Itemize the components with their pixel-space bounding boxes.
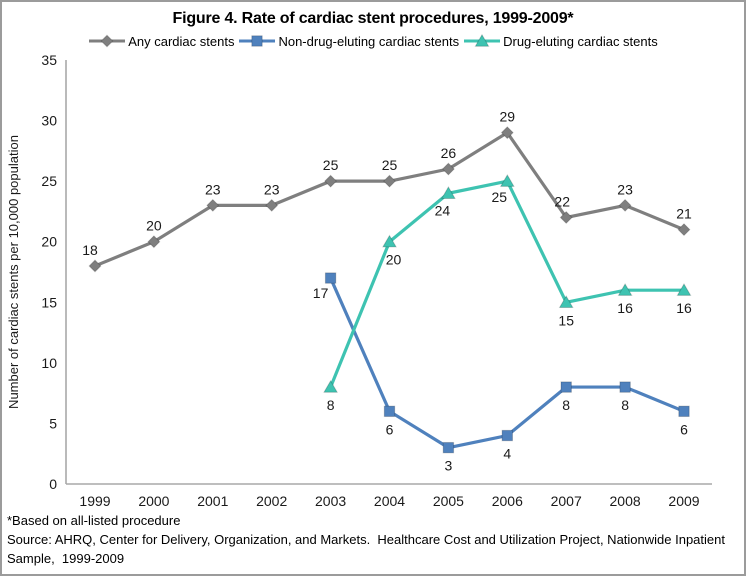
figure-title: Figure 4. Rate of cardiac stent procedur… (172, 10, 574, 27)
legend-diamond-icon (89, 34, 126, 48)
data-point-marker (559, 210, 573, 224)
data-point-marker (324, 174, 338, 188)
data-point-marker (147, 235, 161, 249)
data-point-marker (678, 405, 690, 418)
x-tick-label: 1999 (79, 493, 110, 509)
data-point-marker (100, 34, 114, 48)
series-drug-eluting-cardiac-stents: 8 20 24 25 15 16 16 (323, 173, 692, 413)
data-point-label: 20 (146, 218, 162, 234)
data-point-label: 23 (264, 181, 280, 197)
y-tick-label: 10 (41, 355, 57, 371)
data-point-marker (323, 379, 339, 393)
y-axis-ticks: 0 5 10 15 20 25 30 35 (41, 53, 57, 492)
x-tick-label: 2000 (138, 493, 169, 509)
data-point-label: 6 (386, 421, 394, 437)
x-axis-ticks: 1999 2000 2001 2002 2003 2004 2005 2006 2007 2008… (79, 493, 699, 509)
data-point-label: 21 (676, 206, 692, 222)
y-tick-label: 15 (41, 294, 57, 310)
data-point-label: 25 (382, 157, 398, 173)
data-point-marker (501, 429, 514, 442)
data-point-label: 18 (82, 242, 98, 258)
data-point-marker (206, 198, 220, 212)
data-point-label: 23 (617, 181, 633, 197)
data-point-label: 3 (445, 458, 453, 474)
y-tick-label: 30 (41, 113, 57, 129)
legend-triangle-icon (464, 34, 501, 47)
series-any-cardiac-stents: 18 20 23 23 25 25 26 29 22 23 21 (82, 109, 692, 273)
data-point-marker (619, 381, 631, 393)
data-point-label: 22 (554, 193, 570, 209)
y-tick-label: 25 (41, 173, 57, 189)
footnotes: *Based on all-listed procedure Source: A… (2, 511, 744, 568)
series-line (329, 179, 684, 388)
x-tick-label: 2007 (551, 493, 582, 509)
legend-label: Any cardiac stents (128, 33, 235, 49)
y-tick-label: 0 (49, 476, 57, 492)
legend-item: Any cardiac stents (88, 34, 234, 49)
data-point-marker (442, 441, 455, 454)
data-point-label: 24 (435, 202, 451, 218)
data-point-label: 20 (386, 252, 402, 268)
x-tick-label: 2002 (256, 493, 287, 509)
data-point-label: 8 (562, 397, 570, 413)
legend-item: Non-drug-eluting cardiac stents (238, 34, 459, 49)
legend-item: Drug-eluting cardiac stents (463, 34, 658, 49)
data-point-label: 25 (492, 189, 508, 205)
series-non-drug-eluting-cardiac-stents: 17 6 3 4 8 8 6 (313, 272, 690, 474)
data-point-label: 8 (327, 397, 335, 413)
data-point-label: 26 (441, 145, 457, 161)
chart-legend: Any cardiac stents Non-drug-eluting cardi… (2, 29, 744, 53)
x-tick-label: 2003 (315, 493, 346, 509)
data-point-label: 29 (500, 109, 516, 125)
y-tick-label: 35 (41, 53, 57, 68)
data-point-marker (677, 223, 691, 237)
data-point-marker (499, 173, 515, 187)
data-point-marker (382, 234, 397, 248)
data-point-marker (558, 295, 574, 308)
legend-label: Non-drug-eluting cardiac stents (278, 33, 460, 49)
x-tick-label: 2008 (610, 493, 641, 509)
x-tick-label: 2006 (492, 493, 523, 509)
y-tick-label: 5 (49, 415, 57, 431)
data-point-marker (474, 34, 490, 47)
footnote: *Based on all-listed procedure (7, 513, 181, 528)
data-point-marker (383, 405, 396, 418)
legend-label: Drug-eluting cardiac stents (503, 33, 658, 49)
data-point-marker (617, 282, 633, 296)
data-point-label: 8 (621, 397, 629, 413)
data-point-label: 17 (313, 285, 329, 301)
data-point-marker (618, 198, 632, 212)
data-point-marker (441, 162, 455, 176)
x-tick-label: 2004 (374, 493, 405, 509)
data-point-marker (500, 126, 514, 140)
data-point-label: 6 (680, 421, 688, 437)
data-point-marker (676, 282, 692, 296)
legend-square-icon (239, 35, 276, 47)
axes (65, 60, 712, 485)
data-point-label: 25 (323, 157, 339, 173)
chart-canvas: 0 5 10 15 20 25 30 35 1999 2000 2001 2002 2003 2004 20… (6, 53, 712, 509)
data-point-label: 4 (503, 446, 511, 462)
y-tick-label: 20 (41, 234, 57, 250)
data-point-label: 16 (617, 300, 633, 316)
data-point-label: 23 (205, 181, 221, 197)
data-point-marker (382, 174, 397, 188)
x-tick-label: 2005 (433, 493, 464, 509)
data-point-marker (88, 259, 102, 273)
data-point-marker (251, 35, 264, 47)
x-tick-label: 2001 (197, 493, 228, 509)
data-point-marker (560, 381, 572, 393)
data-point-label: 16 (676, 300, 692, 316)
data-point-marker (265, 198, 279, 212)
data-point-label: 15 (558, 312, 574, 328)
source-note: Source: AHRQ, Center for Delivery, Organ… (7, 532, 729, 566)
y-axis-title: Number of cardiac stents per 10,000 popu… (6, 135, 21, 409)
data-point-marker (440, 186, 456, 199)
x-tick-label: 2009 (668, 493, 699, 509)
data-point-marker (324, 272, 337, 284)
